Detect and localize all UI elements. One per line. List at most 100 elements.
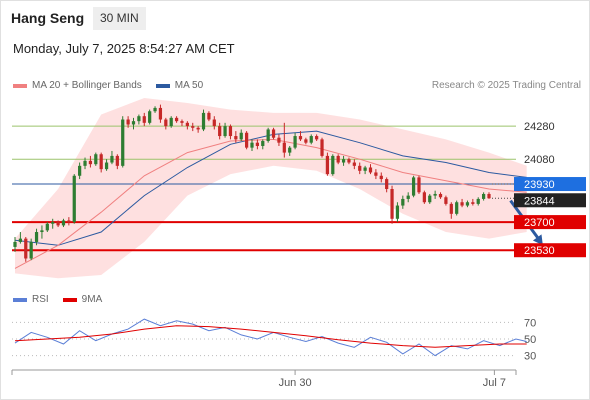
candle-body — [223, 126, 227, 137]
candle-body — [99, 154, 103, 170]
instrument-name: Hang Seng — [11, 10, 85, 26]
ma50-swatch — [155, 83, 170, 88]
candle — [336, 154, 340, 165]
candle-body — [201, 112, 206, 130]
candle-body — [115, 155, 119, 166]
candle-body — [476, 198, 480, 204]
candle — [18, 232, 23, 244]
candle — [94, 152, 98, 166]
candle-body — [40, 230, 44, 233]
candlesticks — [13, 104, 491, 262]
candle — [481, 192, 486, 201]
candle-body — [207, 112, 211, 120]
rsi-swatch — [13, 297, 27, 302]
candle-body — [29, 241, 33, 259]
candle — [460, 198, 464, 208]
ma9-swatch — [62, 297, 77, 302]
bollinger-swatch — [13, 83, 27, 88]
candle-body — [239, 132, 243, 140]
candle-body — [449, 203, 453, 214]
candle — [455, 200, 459, 216]
candle — [368, 164, 373, 175]
candle-body — [110, 155, 114, 163]
candle — [304, 137, 308, 145]
candle — [51, 218, 55, 229]
candle — [185, 121, 189, 130]
candle — [201, 109, 206, 132]
candle — [315, 134, 319, 142]
candle — [465, 200, 470, 208]
candle-body — [481, 193, 486, 199]
candle — [347, 157, 351, 165]
level-text: 23700 — [524, 217, 555, 229]
candle-body — [438, 193, 443, 198]
candle — [110, 150, 114, 165]
candle — [341, 155, 346, 166]
candle — [228, 124, 233, 140]
candle — [126, 116, 130, 128]
candle-body — [379, 175, 383, 180]
candle — [223, 122, 227, 138]
candle — [99, 152, 103, 173]
candle — [379, 172, 383, 183]
candle-body — [460, 202, 464, 206]
candle-body — [148, 111, 152, 123]
rsi-legend: RSI 9MA — [13, 294, 116, 305]
candle — [169, 116, 173, 128]
candle — [395, 202, 400, 223]
candle — [293, 132, 297, 150]
timestamp: Monday, July 7, 2025 8:54:27 AM CET — [13, 41, 235, 56]
level-text: 23844 — [524, 195, 555, 207]
candle — [444, 195, 448, 206]
candle — [34, 228, 39, 246]
x-tick-label: Jun 30 — [279, 377, 312, 389]
candle — [411, 175, 416, 198]
candle-body — [455, 202, 459, 214]
candle-body — [94, 154, 98, 165]
price-levels — [12, 125, 516, 252]
candle-body — [444, 197, 448, 204]
level-label-23700: 23700 — [514, 215, 586, 230]
rsi-tick-30: 30 — [524, 351, 536, 363]
candle — [390, 185, 394, 224]
candle — [148, 109, 152, 125]
candle-body — [83, 160, 87, 166]
candle-body — [88, 160, 93, 165]
ma20-line — [14, 138, 527, 269]
candle-body — [228, 126, 233, 137]
candle — [72, 174, 76, 224]
level-box — [514, 193, 586, 208]
rsi-ma-line — [14, 325, 527, 348]
candle-body — [261, 141, 265, 146]
candle — [433, 190, 437, 199]
timeframe-badge[interactable]: 30 MIN — [93, 7, 146, 30]
candle — [104, 159, 109, 171]
candle-body — [158, 107, 163, 120]
candle-body — [293, 136, 297, 148]
candle — [325, 152, 330, 176]
candle — [239, 129, 243, 142]
candle — [406, 192, 410, 203]
candle-body — [428, 195, 432, 203]
candle-body — [126, 119, 130, 125]
candle-body — [471, 202, 475, 204]
candle-body — [304, 139, 308, 143]
candle-body — [385, 179, 389, 189]
candle — [83, 157, 87, 170]
candle — [137, 114, 141, 125]
candle — [115, 154, 119, 170]
candle — [282, 122, 286, 158]
candle-body — [196, 127, 200, 130]
legend-label-rsi: RSI — [32, 294, 49, 305]
candle — [401, 195, 405, 209]
candle-body — [131, 121, 136, 125]
legend-item-rsi: RSI — [13, 294, 49, 305]
candle-body — [309, 136, 313, 143]
candle-body — [45, 223, 49, 231]
candle-body — [174, 117, 179, 122]
legend-item-ma50: MA 50 — [155, 80, 203, 91]
candle — [153, 106, 157, 113]
candle — [212, 116, 216, 130]
level-text: 23530 — [524, 245, 555, 257]
candle-body — [374, 172, 378, 176]
